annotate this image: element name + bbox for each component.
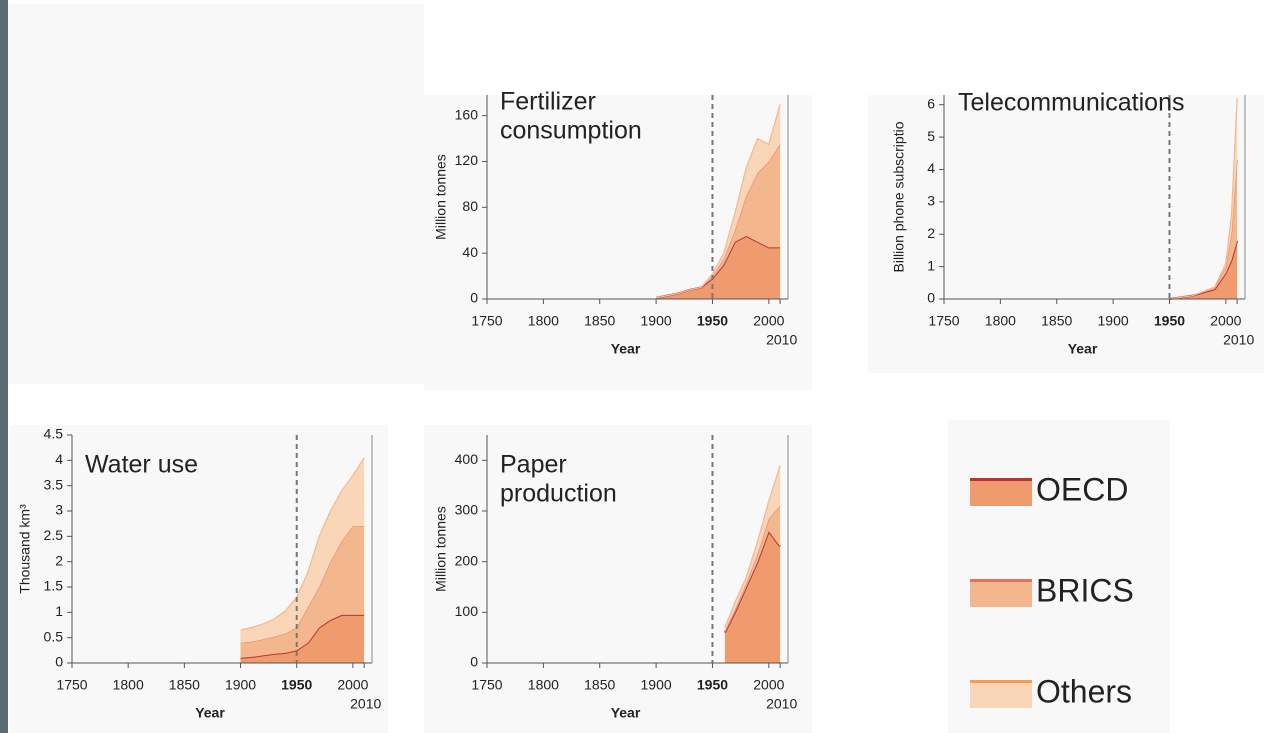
x-tick-label: 1950 <box>1154 313 1185 329</box>
x-tick-label: 1800 <box>113 677 144 693</box>
y-tick-label: 1 <box>55 603 63 619</box>
y-tick-label: 120 <box>455 152 479 168</box>
x-tick-label: 2010 <box>766 332 797 348</box>
x-axis-label: Year <box>1068 341 1098 357</box>
y-tick-label: 200 <box>455 552 479 568</box>
legend-swatch <box>970 478 1032 506</box>
y-tick-label: 0 <box>470 290 478 306</box>
y-tick-label: 6 <box>927 95 935 111</box>
x-tick-label: 2000 <box>753 677 784 693</box>
x-tick-label: 1850 <box>584 313 615 329</box>
y-tick-label: 4.5 <box>44 426 64 442</box>
y-tick-label: 40 <box>462 244 478 260</box>
x-axis-label: Year <box>611 705 641 721</box>
legend-swatch-line <box>970 680 1032 683</box>
x-tick-label: 1800 <box>985 313 1016 329</box>
y-tick-label: 0 <box>470 654 478 670</box>
y-tick-label: 3 <box>927 193 935 209</box>
y-tick-label: 100 <box>455 603 479 619</box>
chart-title: production <box>500 480 617 508</box>
page: 040801201601750180018501900195020002010F… <box>0 0 1269 733</box>
y-tick-label: 0 <box>927 290 935 306</box>
y-tick-label: 0 <box>55 654 63 670</box>
legend-swatch <box>970 680 1032 708</box>
x-tick-label: 1850 <box>169 677 200 693</box>
y-axis-label: Million tonnes <box>433 506 449 592</box>
legend-label: Others <box>1036 673 1132 709</box>
x-tick-label: 1800 <box>528 313 559 329</box>
y-tick-label: 1.5 <box>44 578 64 594</box>
y-tick-label: 400 <box>455 451 479 467</box>
x-tick-label: 1950 <box>697 313 728 329</box>
x-tick-label: 1900 <box>641 677 672 693</box>
x-tick-label: 1900 <box>641 313 672 329</box>
legend-swatch <box>970 579 1032 607</box>
y-tick-label: 3.5 <box>44 476 64 492</box>
x-tick-label: 1850 <box>1041 313 1072 329</box>
y-axis-label: Billion phone subscriptio <box>891 121 907 272</box>
chart-title: Water use <box>85 451 198 479</box>
legend-swatch-line <box>970 579 1032 582</box>
chart-title: Paper <box>500 451 567 479</box>
x-tick-label: 2000 <box>1210 313 1241 329</box>
legend-label: OECD <box>1036 471 1128 507</box>
x-tick-label: 1750 <box>471 313 502 329</box>
blank-panel <box>8 4 424 384</box>
y-tick-label: 0.5 <box>44 628 64 644</box>
x-tick-label: 1750 <box>928 313 959 329</box>
x-tick-label: 2000 <box>337 677 368 693</box>
y-tick-label: 1 <box>927 257 935 273</box>
y-tick-label: 4 <box>55 451 63 467</box>
x-tick-label: 1800 <box>528 677 559 693</box>
chart-title: Telecommunications <box>958 89 1185 117</box>
y-tick-label: 2 <box>55 552 63 568</box>
y-tick-label: 2.5 <box>44 527 64 543</box>
x-axis-label: Year <box>195 705 225 721</box>
x-tick-label: 2000 <box>753 313 784 329</box>
y-tick-label: 4 <box>927 160 935 176</box>
x-tick-label: 2010 <box>1223 332 1254 348</box>
legend-swatch-line <box>970 478 1032 481</box>
x-tick-label: 1950 <box>281 677 312 693</box>
y-axis-label: Thousand km³ <box>17 504 33 594</box>
left-strip <box>0 0 8 733</box>
x-tick-label: 1850 <box>584 677 615 693</box>
y-axis-label: Million tonnes <box>433 154 449 240</box>
y-tick-label: 2 <box>927 225 935 241</box>
x-tick-label: 2010 <box>766 696 797 712</box>
x-tick-label: 1950 <box>697 677 728 693</box>
chart-title: consumption <box>500 117 642 145</box>
y-tick-label: 5 <box>927 128 935 144</box>
x-tick-label: 1900 <box>225 677 256 693</box>
x-tick-label: 1900 <box>1098 313 1129 329</box>
y-tick-label: 80 <box>462 198 478 214</box>
x-tick-label: 2010 <box>350 696 381 712</box>
x-axis-label: Year <box>611 341 641 357</box>
legend-label: BRICS <box>1036 572 1134 608</box>
y-tick-label: 3 <box>55 502 63 518</box>
x-tick-label: 1750 <box>56 677 87 693</box>
y-tick-label: 300 <box>455 502 479 518</box>
x-tick-label: 1750 <box>471 677 502 693</box>
chart-title: Fertilizer <box>500 88 596 116</box>
y-tick-label: 160 <box>455 106 479 122</box>
